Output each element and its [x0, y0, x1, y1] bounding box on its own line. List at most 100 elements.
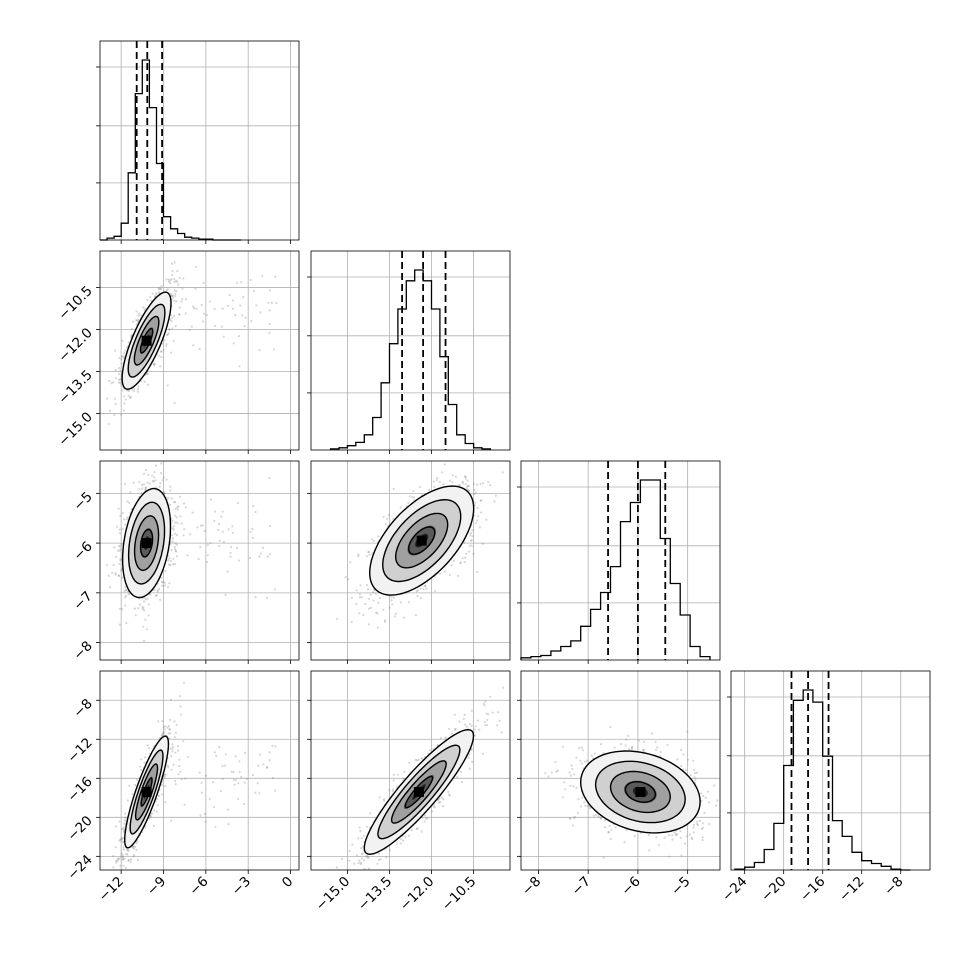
scatter-point	[241, 314, 244, 317]
scatter-point	[112, 563, 115, 567]
scatter-point	[458, 483, 461, 487]
scatter-point	[399, 601, 402, 604]
scatter-point	[411, 496, 414, 499]
scatter-point	[365, 583, 368, 587]
scatter-point	[368, 607, 371, 610]
scatter-point	[191, 511, 194, 514]
scatter-point	[174, 292, 177, 295]
scatter-point	[106, 397, 109, 400]
scatter-point	[364, 602, 367, 606]
scatter-point	[375, 611, 378, 614]
scatter-point	[146, 481, 149, 484]
scatter-point	[177, 505, 180, 508]
hist-bin	[142, 60, 149, 240]
scatter-point	[378, 596, 382, 600]
scatter-point	[114, 572, 117, 575]
density-peak	[141, 538, 152, 549]
scatter-point	[159, 598, 162, 601]
scatter-point	[147, 473, 150, 476]
hist-bin	[551, 651, 561, 660]
scatter-point	[470, 544, 473, 547]
scatter-point	[167, 278, 170, 281]
scatter-point	[115, 859, 118, 862]
scatter-point	[154, 594, 158, 598]
scatter-point	[168, 557, 171, 560]
scatter-point	[358, 593, 361, 596]
scatter-point	[242, 296, 245, 299]
scatter-point	[261, 274, 264, 277]
scatter-point	[120, 827, 123, 830]
scatter-point	[166, 333, 169, 336]
scatter-point	[136, 390, 139, 393]
scatter-point	[174, 542, 177, 545]
scatter-point	[174, 507, 177, 510]
scatter-point	[127, 341, 130, 344]
scatter-point	[124, 588, 127, 591]
scatter-point	[114, 377, 118, 380]
scatter-point	[126, 500, 129, 503]
scatter-point	[132, 320, 135, 323]
scatter-point	[355, 589, 358, 592]
histogram-steps	[329, 269, 492, 450]
scatter-point	[144, 488, 147, 491]
scatter-point	[184, 506, 187, 509]
scatter-point	[175, 279, 178, 282]
scatter-point	[168, 582, 171, 585]
scatter-point	[159, 482, 162, 485]
scatter-point	[479, 483, 482, 486]
scatter-point	[134, 614, 137, 617]
scatter-point	[419, 485, 422, 488]
scatter-point	[114, 349, 117, 352]
scatter-point	[203, 530, 206, 533]
scatter-point	[171, 273, 174, 277]
scatter-point	[382, 608, 385, 611]
scatter-point	[405, 504, 408, 507]
scatter-point	[164, 345, 168, 348]
scatter-point	[370, 606, 373, 610]
scatter-point	[237, 559, 241, 562]
scatter-point	[156, 589, 159, 592]
scatter-point	[108, 409, 112, 413]
scatter-point	[126, 848, 129, 851]
scatter-point	[433, 485, 436, 488]
hist-bin	[832, 821, 842, 870]
scatter-point	[471, 535, 474, 538]
scatter-point	[413, 496, 416, 499]
scatter-point	[201, 524, 204, 527]
scatter-point	[160, 350, 163, 353]
scatter-point	[189, 533, 192, 536]
scatter-point	[156, 590, 159, 593]
scatter-point	[157, 794, 161, 798]
scatter-point	[117, 857, 120, 860]
scatter-point	[122, 848, 125, 851]
scatter-point	[169, 503, 172, 507]
scatter-point	[178, 306, 181, 309]
scatter-point	[501, 471, 504, 474]
panel-2-0	[99, 460, 300, 661]
scatter-point	[167, 732, 170, 735]
scatter-point	[117, 373, 121, 376]
scatter-point	[123, 352, 126, 355]
scatter-point	[213, 519, 216, 523]
scatter-point	[182, 681, 186, 685]
scatter-point	[145, 628, 148, 631]
scatter-point	[182, 502, 186, 505]
scatter-point	[123, 596, 127, 599]
scatter-point	[184, 298, 188, 301]
scatter-point	[155, 293, 159, 296]
scatter-point	[160, 350, 163, 353]
scatter-point	[208, 300, 211, 303]
scatter-point	[402, 616, 405, 619]
scatter-point	[171, 745, 174, 749]
scatter-point	[466, 479, 469, 482]
scatter-point	[469, 534, 472, 537]
hist-bin	[178, 233, 185, 240]
scatter-point	[464, 556, 467, 559]
scatter-point	[472, 552, 475, 556]
scatter-point	[136, 388, 140, 391]
scatter-point	[454, 475, 457, 478]
scatter-point	[174, 532, 177, 535]
scatter-point	[199, 524, 203, 527]
hist-bin	[690, 647, 700, 661]
scatter-point	[152, 363, 155, 366]
